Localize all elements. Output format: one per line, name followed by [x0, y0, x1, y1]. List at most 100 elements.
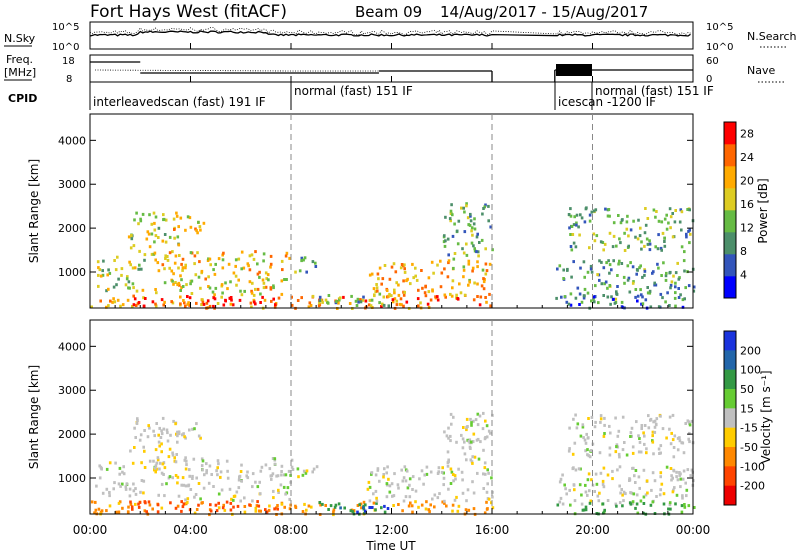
velocity-echo-cell [452, 415, 455, 419]
velocity-echo-cell [201, 468, 204, 472]
velocity-echo-cell [144, 501, 147, 505]
velocity-echo-cell [580, 502, 584, 506]
velocity-echo-cell [157, 440, 161, 444]
velocity-echo-cell [446, 464, 450, 468]
velocity-echo-cell [143, 429, 146, 432]
power-echo-cell [610, 295, 613, 299]
velocity-echo-cell [487, 497, 491, 501]
velocity-echo-cell [455, 495, 458, 499]
power-echo-cell [399, 297, 403, 301]
power-echo-cell [385, 289, 389, 292]
power-echo-cell [131, 282, 135, 286]
velocity-echo-cell [635, 493, 639, 497]
velocity-echo-cell [637, 434, 640, 438]
velocity-echo-cell [99, 510, 103, 514]
velocity-colorbar-swatch [724, 427, 736, 448]
velocity-colorbar-swatch [724, 389, 736, 409]
velocity-echo-cell [163, 494, 166, 498]
x-tick-label: 00:00 [676, 523, 711, 537]
velocity-echo-cell [180, 483, 183, 487]
power-echo-cell [680, 228, 683, 232]
velocity-echo-cell [182, 432, 185, 436]
power-echo-cell [567, 302, 571, 306]
velocity-echo-cell [618, 501, 622, 505]
velocity-echo-cell [476, 423, 480, 427]
velocity-echo-cell [471, 480, 474, 484]
velocity-echo-cell [367, 480, 371, 484]
power-echo-cell [574, 245, 578, 249]
velocity-echo-cell [171, 476, 174, 480]
power-echo-cell [164, 254, 167, 258]
velocity-echo-cell [402, 476, 406, 480]
velocity-echo-cell [215, 509, 219, 513]
velocity-echo-cell [140, 461, 143, 465]
power-echo-cell [627, 234, 630, 238]
power-echo-cell [449, 209, 453, 213]
power-echo-cell [270, 299, 273, 303]
power-echo-cell [308, 301, 312, 305]
velocity-echo-cell [191, 477, 194, 480]
velocity-echo-cell [363, 511, 366, 515]
power-echo-cell [378, 266, 382, 270]
power-echo-cell [403, 270, 407, 274]
power-echo-cell [162, 303, 165, 307]
power-echo-cell [125, 277, 129, 281]
power-echo-cell [421, 286, 424, 290]
power-echo-cell [264, 285, 268, 289]
power-echo-cell [357, 300, 360, 304]
velocity-echo-cell [232, 505, 235, 509]
power-echo-cell [131, 304, 134, 308]
velocity-echo-cell [163, 466, 167, 470]
power-echo-cell [593, 300, 596, 304]
velocity-echo-cell [461, 491, 465, 495]
velocity-echo-cell [596, 494, 600, 498]
power-echo-cell [443, 267, 446, 271]
velocity-echo-cell [205, 471, 208, 475]
power-echo-cell [442, 240, 446, 244]
power-echo-cell [395, 299, 399, 303]
power-echo-cell [179, 295, 182, 299]
power-echo-cell [443, 234, 446, 238]
power-echo-cell [150, 222, 154, 226]
power-echo-cell [154, 302, 157, 306]
velocity-echo-cell [158, 467, 161, 471]
power-echo-cell [280, 292, 284, 296]
velocity-echo-cell [181, 476, 185, 480]
power-echo-cell [269, 286, 273, 290]
velocity-echo-cell [602, 511, 605, 515]
velocity-echo-cell [675, 470, 678, 474]
power-echo-cell [172, 217, 176, 221]
power-echo-cell [254, 287, 257, 291]
power-echo-cell [593, 239, 597, 243]
x-tick-label: 00:00 [73, 523, 108, 537]
velocity-echo-cell [406, 486, 410, 490]
power-echo-cell [246, 262, 250, 266]
velocity-echo-cell [280, 502, 284, 506]
velocity-echo-cell [387, 477, 390, 481]
velocity-echo-cell [305, 508, 308, 512]
time-marker-lines [290, 114, 593, 514]
velocity-echo-cell [476, 437, 480, 441]
power-echo-cell [97, 273, 100, 277]
power-echo-cell [216, 302, 220, 305]
velocity-echo-cell [653, 430, 657, 434]
velocity-echo-cell [169, 433, 172, 437]
velocity-echo-cell [659, 488, 662, 492]
power-echo-cell [237, 257, 241, 261]
power-echo-cell [224, 281, 227, 285]
power-echo-cell [144, 297, 147, 300]
velocity-echo-cell [221, 506, 225, 510]
velocity-echo-cell [479, 440, 482, 444]
velocity-echo-cell [662, 492, 666, 496]
power-echo-cell [604, 280, 608, 284]
velocity-echo-cell [573, 499, 577, 503]
velocity-echo-cell [282, 485, 286, 489]
power-echo-cell [262, 252, 266, 256]
power-colorbar-tick-label: 8 [740, 245, 747, 258]
velocity-echo-cell [615, 445, 618, 449]
velocity-echo-cell [676, 478, 680, 482]
power-echo-cell [409, 282, 412, 286]
power-echo-cell [615, 244, 618, 248]
velocity-echo-cell [601, 502, 605, 506]
power-echo-cell [130, 234, 133, 237]
